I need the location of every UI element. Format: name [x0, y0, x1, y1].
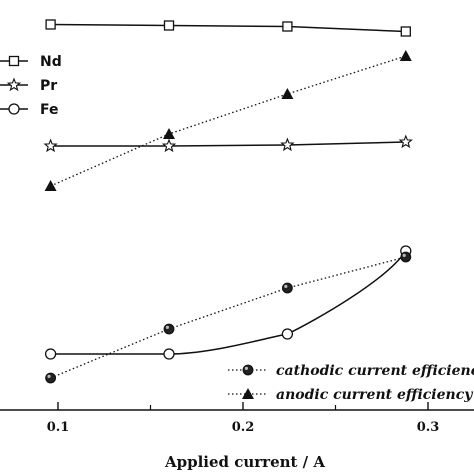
point-cathodic-current-efficiency-3: [400, 251, 412, 263]
legend-marker-cathodic-current-efficiency: [242, 364, 254, 376]
point-cathodic-current-efficiency-1: [163, 323, 175, 335]
point-cathodic-current-efficiency-2: [282, 282, 293, 294]
series-line-cathodic-current-efficiency: [50, 256, 406, 379]
legend-marker-fe: [8, 103, 20, 115]
point-anodic-current-efficiency-3: [399, 50, 412, 61]
series-layer: [43, 19, 413, 384]
point-nd-1: [163, 20, 175, 31]
legend-top-left: Nd Pr Fe: [0, 54, 62, 118]
series-cathodic-current-efficiency: [45, 251, 412, 384]
point-pr-2: [280, 137, 295, 152]
legend-label-fe: Fe: [40, 102, 59, 118]
x-ticks: 0.1 0.2 0.3: [47, 402, 440, 435]
series-anodic-current-efficiency: [44, 50, 412, 191]
series-line-pr: [50, 141, 406, 147]
legend-item-anodic-current-efficiency: anodic current efficiency: [228, 387, 473, 403]
point-pr-3: [398, 134, 413, 149]
series-line-fe: [50, 250, 407, 355]
legend-label-cathodic-current-efficiency: cathodic current efficiency: [276, 363, 474, 379]
point-nd-2: [282, 21, 293, 32]
point-anodic-current-efficiency-1: [163, 128, 175, 139]
x-tick-label-1: 0.2: [232, 420, 255, 435]
point-pr-0: [43, 138, 58, 153]
legend-label-pr: Pr: [40, 78, 57, 94]
series-line-nd: [50, 23, 406, 33]
point-anodic-current-efficiency-2: [281, 88, 294, 99]
legend-marker-pr: [6, 77, 22, 92]
point-nd-0: [45, 19, 56, 30]
legend-item-fe: Fe: [0, 102, 59, 118]
legend-marker-nd: [8, 55, 20, 67]
point-cathodic-current-efficiency-0: [45, 372, 56, 384]
x-axis-title: Applied current / A: [164, 453, 325, 471]
x-tick-label-2: 0.3: [417, 420, 440, 435]
point-fe-0: [44, 348, 57, 360]
legend-item-cathodic-current-efficiency: cathodic current efficiency: [228, 363, 474, 379]
legend-item-nd: Nd: [0, 54, 62, 70]
point-fe-2: [281, 328, 294, 340]
series-line-anodic-current-efficiency: [50, 55, 406, 187]
legend-bottom-right: cathodic current efficiency anodic curren…: [228, 363, 474, 403]
point-nd-3: [400, 26, 411, 37]
x-tick-label-0: 0.1: [47, 420, 70, 435]
legend-label-nd: Nd: [40, 54, 62, 70]
legend-marker-anodic-current-efficiency: [242, 388, 254, 399]
point-fe-1: [163, 348, 175, 360]
series-pr: [43, 134, 413, 153]
point-anodic-current-efficiency-0: [44, 180, 57, 191]
series-nd: [45, 19, 411, 37]
legend-item-pr: Pr: [0, 77, 57, 94]
series-fe: [44, 245, 412, 360]
legend-label-anodic-current-efficiency: anodic current efficiency: [276, 387, 473, 403]
point-pr-1: [161, 138, 177, 153]
